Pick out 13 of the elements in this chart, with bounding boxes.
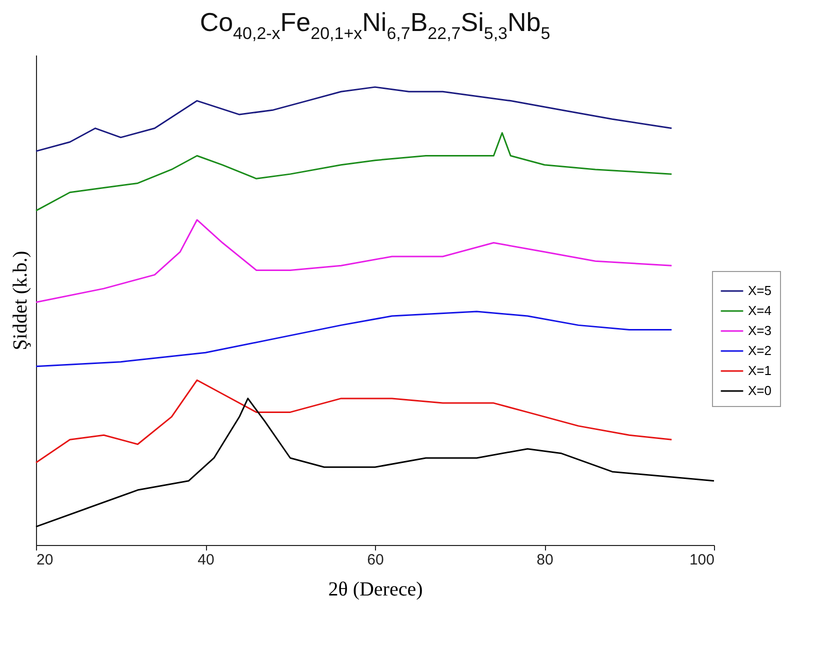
legend-label: X=5 — [748, 283, 772, 298]
x-axis-title: 2θ (Derece) — [328, 578, 423, 600]
legend-label: X=1 — [748, 363, 772, 378]
x-tick-label: 20 — [36, 552, 54, 568]
y-axis-title: Şiddet (k.b.) — [10, 250, 32, 350]
legend-label: X=4 — [748, 303, 772, 318]
x-tick-label: 80 — [536, 552, 554, 568]
legend-label: X=0 — [748, 383, 772, 398]
x-tick-label: 40 — [198, 552, 214, 568]
x-tick-label: 60 — [367, 552, 384, 568]
legend-label: X=3 — [748, 323, 772, 338]
legend-label: X=2 — [748, 343, 772, 358]
x-tick-label: 100 — [689, 552, 714, 568]
